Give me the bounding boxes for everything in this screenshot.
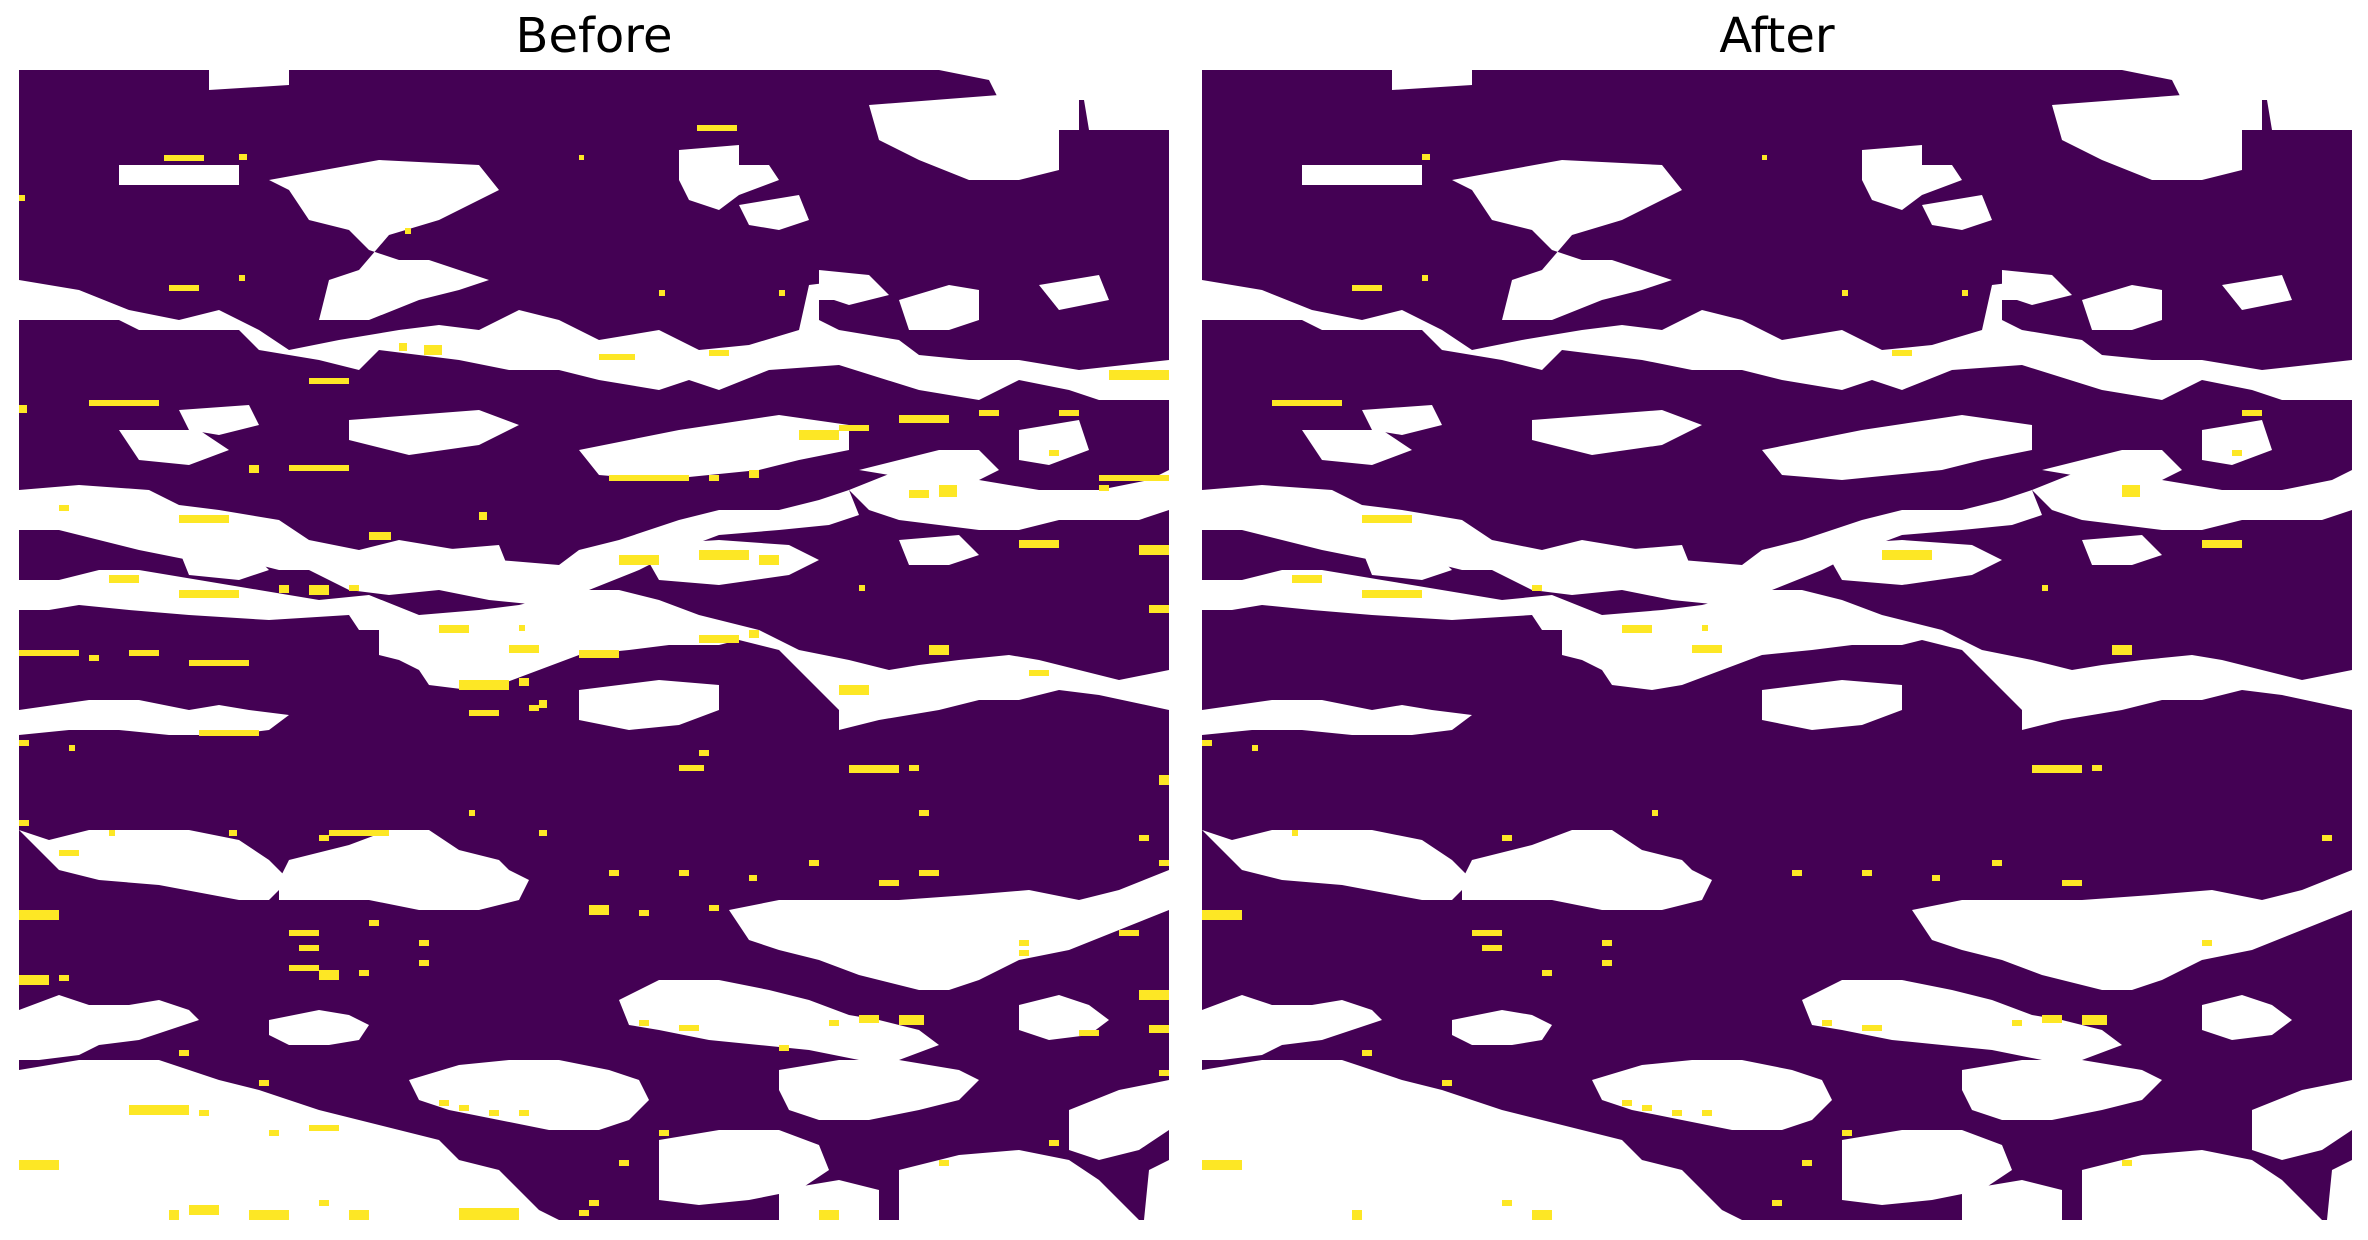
before-panel-title: Before xyxy=(515,8,673,64)
white-background-regions xyxy=(1202,70,2352,1220)
after-panel-title: After xyxy=(1719,8,1835,64)
white-background-regions xyxy=(19,70,1169,1220)
yellow-speckles xyxy=(19,125,1169,1220)
yellow-speckles xyxy=(1202,154,2332,1220)
after-segmentation-image xyxy=(1202,70,2352,1220)
before-segmentation-image xyxy=(19,70,1169,1220)
